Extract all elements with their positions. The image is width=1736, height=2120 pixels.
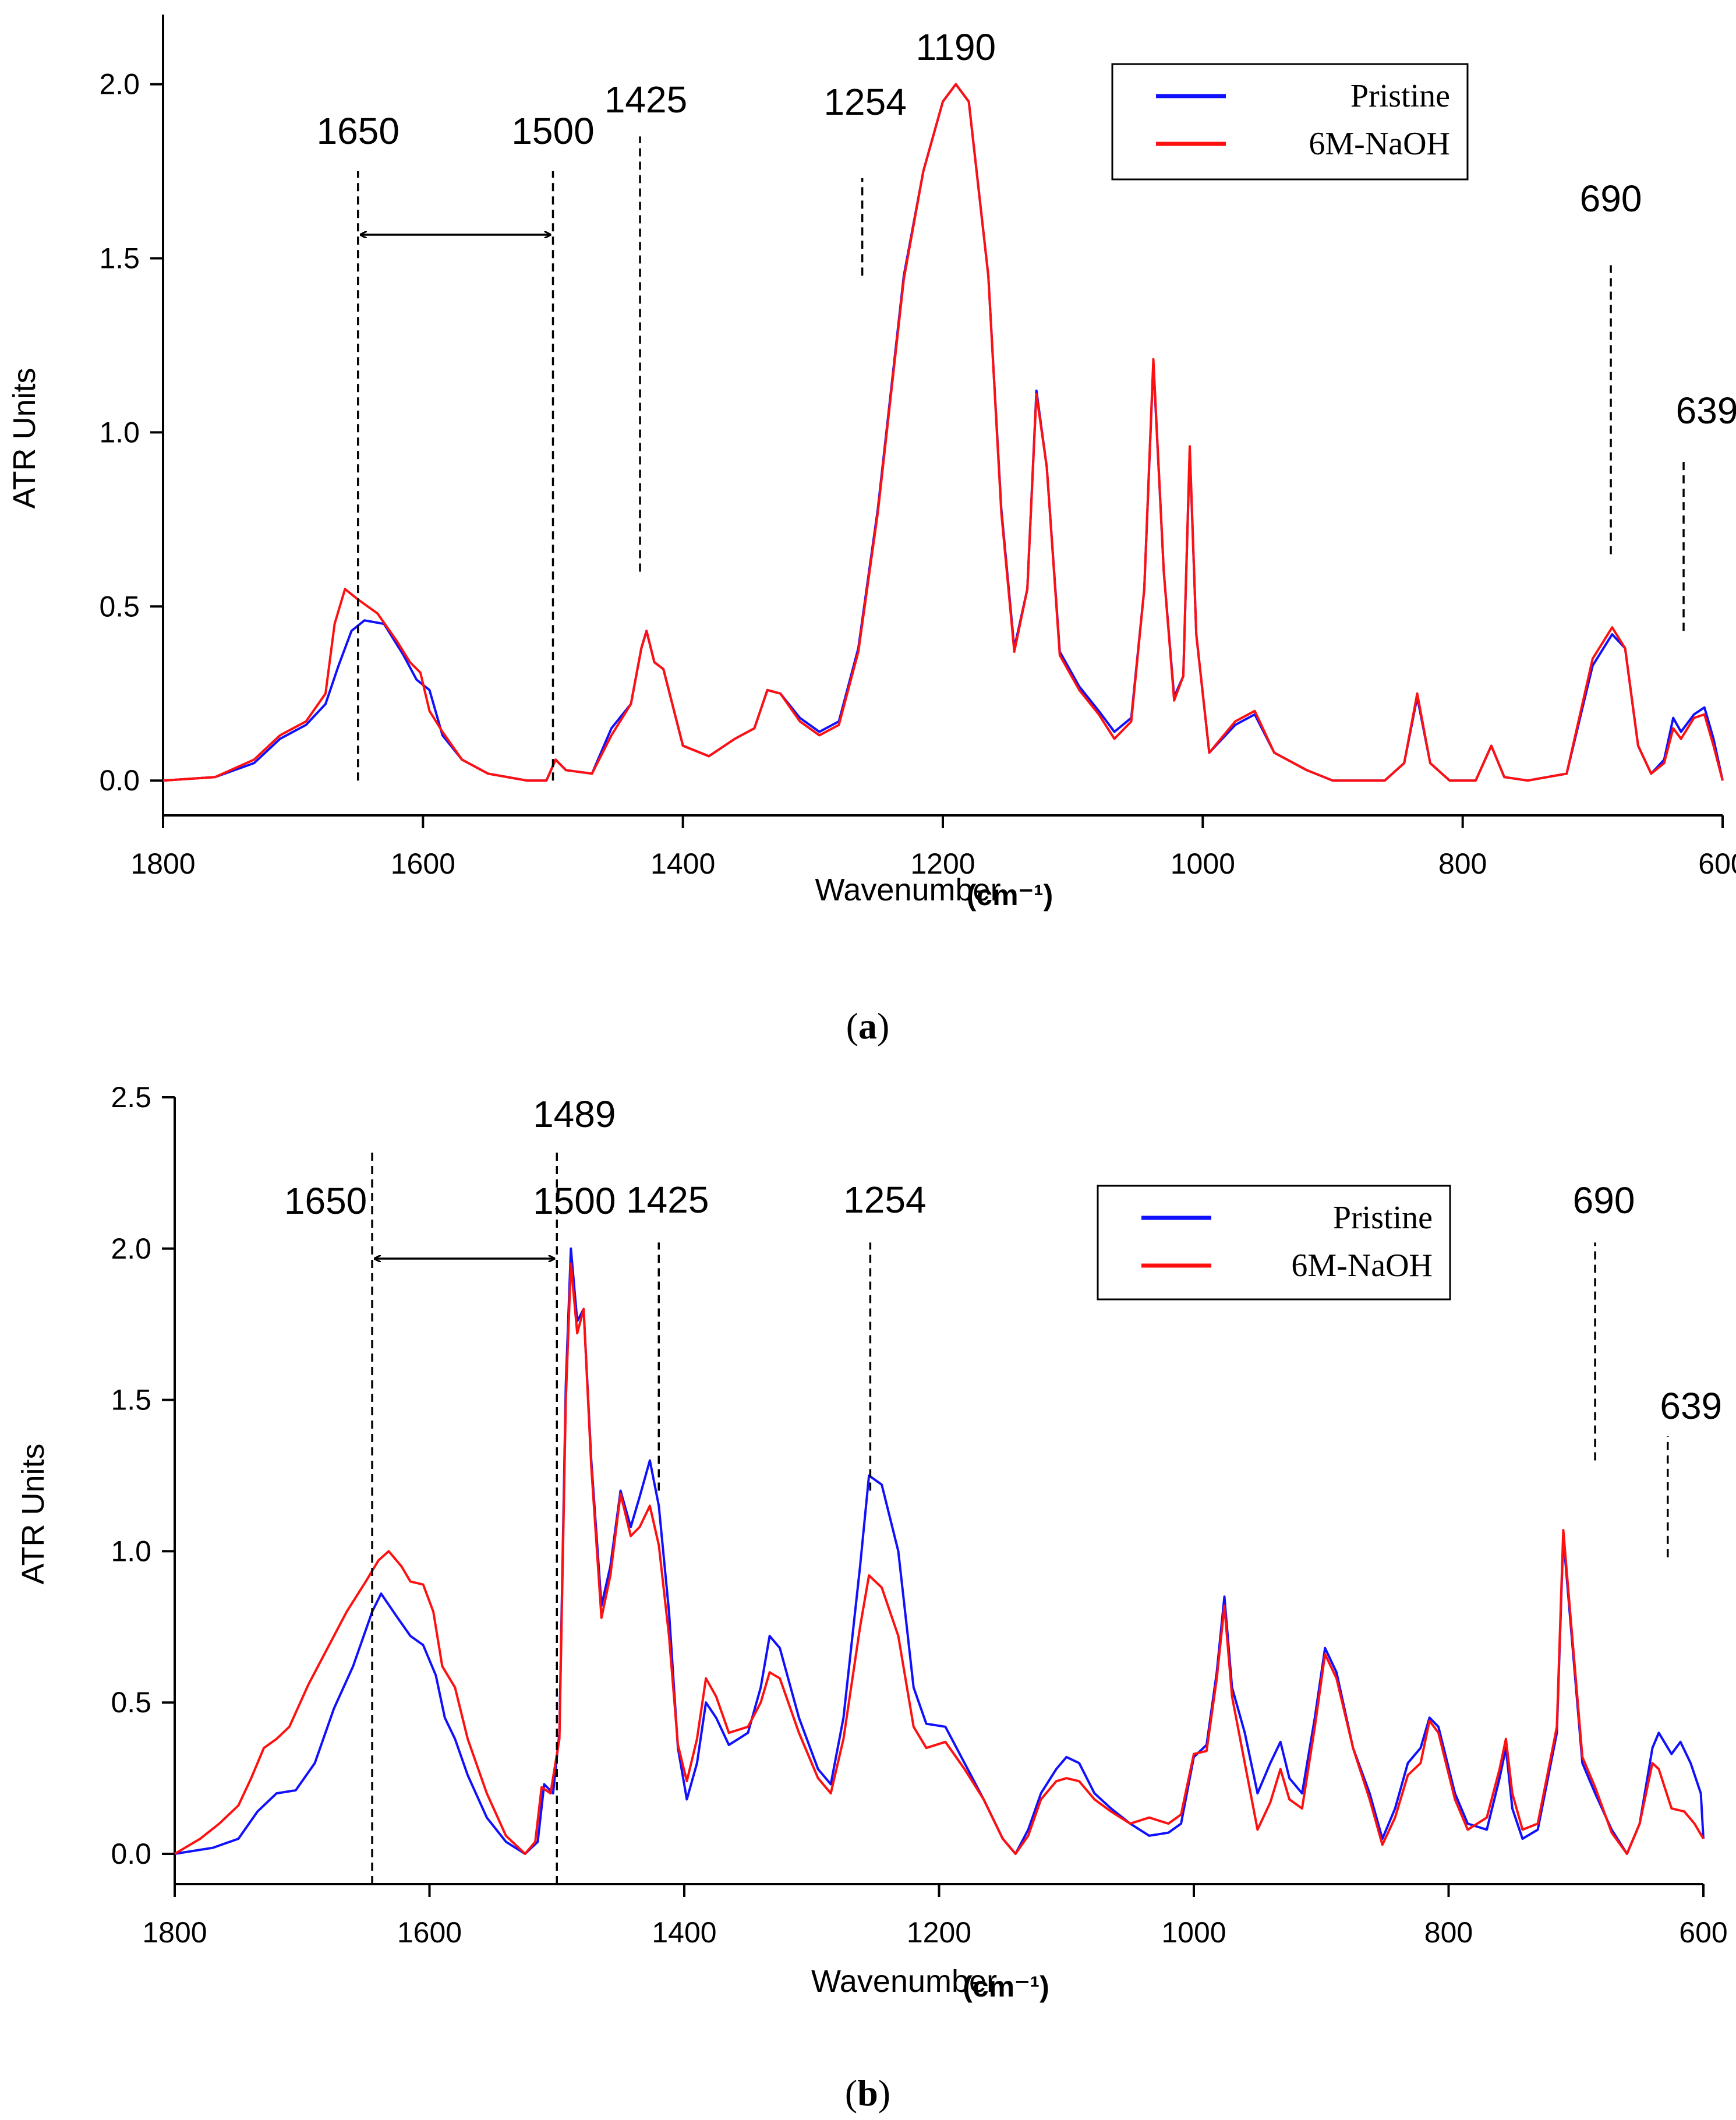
peak-label: 1650 (317, 110, 399, 152)
legend: Pristine 6M-NaOH (1111, 63, 1469, 181)
y-tick-label: 0.0 (111, 1838, 151, 1870)
x-tick-label: 1600 (397, 1916, 462, 1949)
peak-label: 1190 (916, 26, 996, 68)
legend-label: Pristine (1350, 78, 1450, 114)
x-axis-title: Wavenumber (811, 1964, 997, 1999)
x-tick-label: 1200 (907, 1916, 971, 1949)
legend-box (1097, 1185, 1451, 1301)
x-axis-unit: (cm⁻¹) (963, 1970, 1049, 2003)
peak-label: 1254 (843, 1179, 926, 1221)
x-tick-label: 1000 (1161, 1916, 1226, 1949)
x-tick-label: 1800 (142, 1916, 207, 1949)
legend: Pristine 6M-NaOH (1097, 1185, 1451, 1301)
peak-label: 1425 (626, 1179, 709, 1221)
peak-label: 1500 (533, 1180, 616, 1222)
x-axis-title: Wavenumber (815, 872, 1000, 907)
x-tick-label: 1800 (130, 847, 195, 880)
y-tick-label: 1.5 (111, 1384, 151, 1416)
y-axis-title: ATR Units (16, 1443, 51, 1584)
peak-label: 639 (1660, 1385, 1722, 1427)
x-axis-unit: (cm⁻¹) (967, 879, 1053, 911)
series-line-pristine (162, 83, 1724, 782)
peak-label: 639 (1676, 390, 1736, 432)
peak-label: 1425 (604, 79, 687, 121)
peak-label: 1489 (533, 1093, 616, 1135)
axis-frame (174, 1097, 1703, 1885)
chart-panel-b: 0.0 0.5 1.0 1.5 2.0 2.5 1800 1600 1400 1200 1000 80… (16, 1081, 1728, 2114)
series-line-pristine (174, 1247, 1705, 1855)
peak-label: 690 (1573, 1179, 1635, 1221)
y-tick-label: 0.0 (99, 764, 140, 797)
series-line-6m-naoh (162, 83, 1724, 782)
y-tick-label: 2.0 (99, 68, 140, 101)
panel-caption: (b) (845, 2072, 890, 2114)
x-tick-label: 800 (1438, 847, 1487, 880)
x-tick-label: 1600 (391, 847, 455, 880)
x-tick-label: 600 (1679, 1916, 1727, 1949)
peak-label: 690 (1580, 178, 1642, 220)
y-tick-label: 2.5 (111, 1081, 151, 1114)
peak-label: 1650 (284, 1180, 367, 1222)
x-tick-label: 1400 (650, 847, 715, 880)
y-tick-label: 1.5 (99, 242, 140, 274)
legend-label: 6M-NaOH (1291, 1248, 1433, 1284)
legend-box (1111, 63, 1469, 181)
x-tick-label: 600 (1698, 847, 1736, 880)
legend-label: 6M-NaOH (1309, 126, 1450, 162)
x-tick-label: 1000 (1171, 847, 1235, 880)
peak-label: 1254 (823, 81, 906, 123)
series-line-6m-naoh (174, 1262, 1705, 1855)
y-axis-title: ATR Units (7, 368, 42, 508)
x-tick-label: 1400 (652, 1916, 716, 1949)
y-tick-label: 1.0 (111, 1535, 151, 1567)
legend-label: Pristine (1333, 1200, 1433, 1236)
y-tick-label: 0.5 (99, 590, 140, 623)
x-tick-label: 1200 (910, 847, 975, 880)
peak-label: 1500 (511, 110, 594, 152)
chart-panel-a: 0.0 0.5 1.0 1.5 2.0 1800 1600 1400 1200 1000 800 60… (7, 15, 1736, 1047)
y-tick-label: 2.0 (111, 1232, 151, 1265)
y-tick-label: 0.5 (111, 1686, 151, 1719)
panel-caption: (a) (846, 1005, 890, 1047)
y-tick-label: 1.0 (99, 416, 140, 448)
x-tick-label: 800 (1424, 1916, 1473, 1949)
